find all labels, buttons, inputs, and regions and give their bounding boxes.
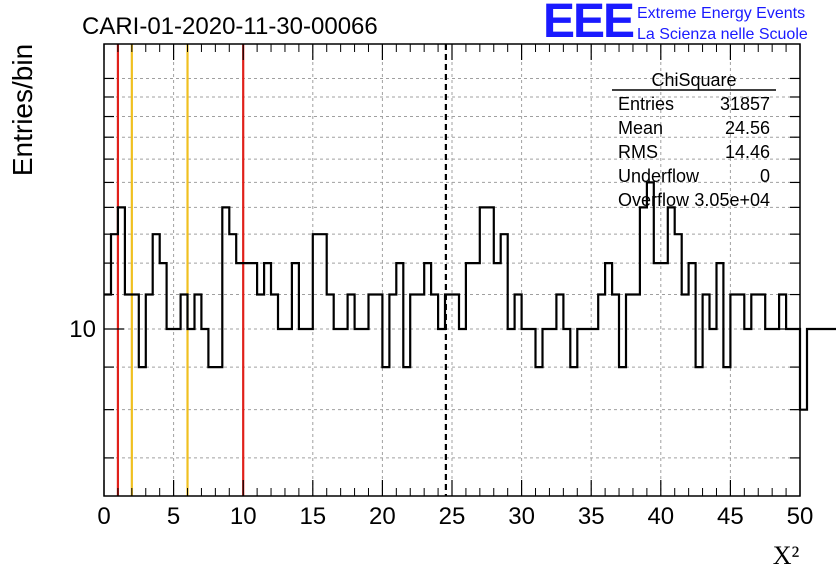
logo-line-2: La Scienza nelle Scuole [637, 26, 808, 43]
stats-rows: Entries 31857 Mean 24.56 RMS 14.46 Underflow 0 O… [618, 94, 770, 210]
logo-line-1: Extreme Energy Events [637, 5, 806, 22]
stats-label: Entries [618, 94, 674, 114]
eee-logo: EEE Extreme Energy Events La Scienza nel… [543, 0, 833, 48]
stats-value: 14.46 [725, 142, 770, 162]
x-tick-label: 25 [439, 503, 466, 530]
x-tick-label: 0 [97, 503, 110, 530]
stats-label: Overflow [618, 190, 690, 210]
axes: 0 5 10 15 20 25 30 35 40 45 50 10 [69, 44, 813, 530]
x-tick-label: 10 [230, 503, 257, 530]
stats-value: 31857 [720, 94, 770, 114]
stats-title: ChiSquare [651, 70, 736, 90]
y-axis-label: Entries/bin [7, 44, 38, 176]
reference-lines [116, 44, 447, 496]
x-tick-label: 15 [299, 503, 326, 530]
x-axis-label: X² [773, 541, 800, 570]
x-tick-label: 35 [578, 503, 605, 530]
stats-box: ChiSquare Entries 31857 Mean 24.56 RMS 14.46 U… [612, 70, 776, 210]
stats-value: 0 [760, 166, 770, 186]
stats-value: 3.05e+04 [694, 190, 770, 210]
x-tick-label: 40 [647, 503, 674, 530]
stats-label: RMS [618, 142, 658, 162]
y-tick-label: 10 [69, 316, 96, 343]
x-tick-label: 5 [167, 503, 180, 530]
stats-label: Mean [618, 118, 663, 138]
x-tick-label: 50 [787, 503, 814, 530]
stats-label: Underflow [618, 166, 700, 186]
x-tick-label: 45 [717, 503, 744, 530]
histogram-series [104, 181, 836, 411]
x-tick-label: 30 [508, 503, 535, 530]
logo-mark: EEE [543, 0, 635, 48]
chart-title: CARI-01-2020-11-30-00066 [82, 13, 378, 40]
x-tick-label: 20 [369, 503, 396, 530]
stats-value: 24.56 [725, 118, 770, 138]
